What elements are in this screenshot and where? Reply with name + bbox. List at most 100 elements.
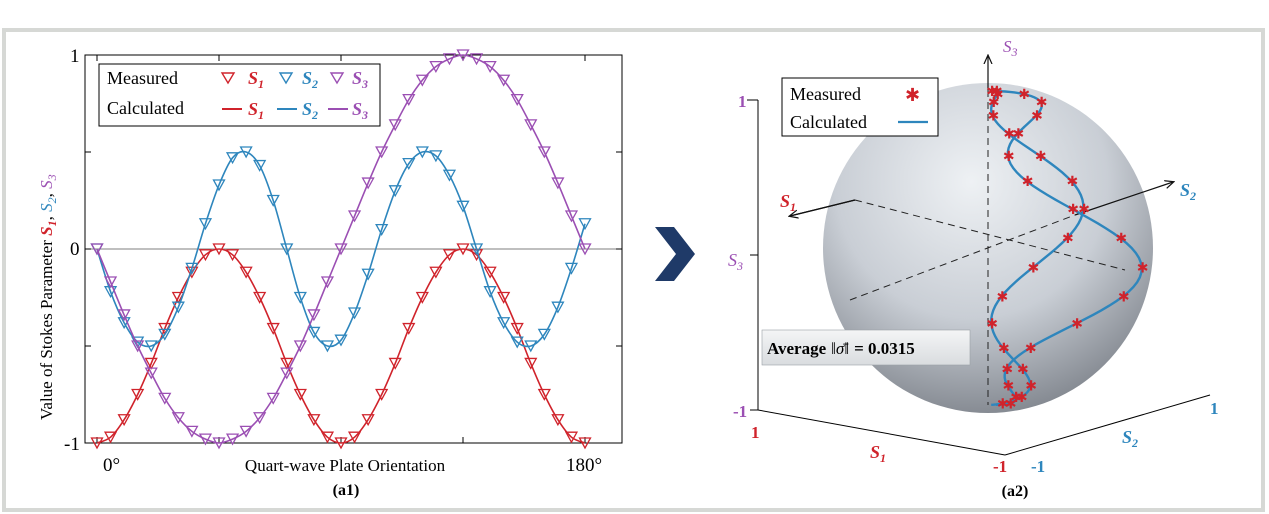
measured-star-point: ✱ [1028,261,1040,277]
data-point-s1 [320,431,335,444]
legend-a2-star-marker: ✱ [905,85,920,105]
transition-arrow-icon [655,227,695,281]
data-point-s2 [158,328,172,341]
data-point-s3 [497,74,511,87]
data-point-s2 [510,336,524,349]
data-point-s1 [510,322,524,335]
legend-calculated-label: Calculated [107,98,184,118]
data-point-s2 [551,301,565,314]
measured-star-point: ✱ [1066,174,1078,190]
measured-star-point: ✱ [1137,261,1149,277]
s1-bottom-label: S1 [870,442,886,465]
data-point-s1 [212,243,226,256]
measured-star-point: ✱ [1001,362,1013,378]
data-point-s2 [198,218,213,231]
data-point-s3 [280,367,294,380]
data-point-s1 [388,357,402,370]
series-group-a1 [90,49,592,450]
data-point-s1 [307,414,321,427]
s1-axis-dashed [854,199,1126,271]
measured-star-point: ✱ [986,317,998,333]
data-point-s1 [375,388,389,401]
data-point-s2 [253,159,267,172]
s2-axis-dashed [849,214,1076,301]
data-point-s1 [483,266,497,279]
data-point-s3 [293,340,307,353]
data-point-s3 [483,60,497,73]
data-point-s3 [334,243,348,256]
data-point-s1 [578,437,592,450]
y-tick-label-zero: 0 [70,239,80,260]
measured-star-point: ✱ [1071,317,1083,333]
data-point-s3 [564,210,579,223]
data-point-s3 [239,425,253,438]
legend-measured-s2: S2 [302,68,318,91]
s2-bottom-label: S2 [1122,427,1138,450]
legend-a2: Measured Calculated ✱ [781,77,939,137]
data-point-s2 [388,185,402,198]
average-error-box: Average ‖σ̄‖ = 0.0315 [761,329,971,366]
data-point-s1 [564,431,579,444]
data-point-s2 [429,150,443,163]
legend-calculated-s3: S3 [352,99,368,122]
data-point-s3 [524,119,538,132]
measured-star-point: ✱ [1031,109,1043,125]
s3-top-label: S3 [1003,37,1018,59]
data-point-s2 [442,169,457,182]
s1-axis-arrow [790,199,856,216]
data-point-s2 [469,243,484,256]
data-point-s3 [266,392,280,405]
data-point-s3 [320,276,335,289]
legend-measured-s1: S1 [248,68,264,91]
data-point-s3 [185,425,199,438]
data-point-s2 [334,334,348,347]
data-point-s1 [117,414,131,427]
data-point-s1 [442,249,457,262]
data-point-s2 [266,194,280,207]
measured-star-point: ✱ [1016,390,1028,406]
s2-tick-plus: 1 [1210,399,1219,418]
data-point-s1 [198,249,213,262]
data-point-s2 [280,243,294,256]
s2-axis-arrow [1074,182,1173,216]
data-point-s3 [307,309,321,322]
data-point-s3 [375,146,389,159]
legend-box-a2 [781,77,939,137]
measured-star-point: ✱ [1025,341,1037,357]
data-point-s3 [131,340,145,353]
data-point-s1 [144,357,158,370]
data-point-s2 [171,301,185,314]
measured-star-point: ✱ [1036,95,1048,111]
average-box-bg [761,329,971,366]
measured-star-point: ✱ [991,84,1003,100]
data-point-s2 [456,200,470,213]
legend-a2-calculated-label: Calculated [790,112,867,132]
legend-a1: Measured Calculated S1 S2 S3 S1 S2 S3 [98,63,381,127]
data-point-s2 [212,179,226,192]
measured-star-point: ✱ [1078,202,1090,218]
y-axis-label: Value of Stokes Parameter S1, S2, S3 [37,174,59,420]
data-point-s1 [402,322,416,335]
data-point-s2 [578,218,592,231]
data-point-s2 [320,340,335,353]
sphere-series: ✱ ✱✱✱✱✱✱✱✱✱✱✱✱✱✱✱✱✱✱✱✱✱✱✱✱✱✱✱✱✱✱✱✱✱ [986,84,1148,412]
legend-marker-s2 [278,72,294,85]
measured-star-point: ✱ [998,341,1010,357]
y-tick-label-top: 1 [70,46,80,67]
data-point-s3 [442,53,457,66]
data-point-s2 [225,152,240,165]
measured-star-point: ✱ [996,289,1008,305]
data-point-s2 [131,336,145,349]
panel-a2: ✱ ✱✱✱✱✱✱✱✱✱✱✱✱✱✱✱✱✱✱✱✱✱✱✱✱✱✱✱✱✱✱✱✱✱ S3 S1… [728,37,1219,500]
data-point-s1 [334,437,348,450]
z-tick-label-top: 1 [738,92,747,111]
series-line-s3 [96,54,586,444]
data-point-s3 [198,433,213,446]
measured-star-point: ✱ [988,95,1000,111]
data-point-s1 [497,291,511,304]
calculated-trajectory [995,90,1143,406]
x-tick-label-0: 0° [103,455,120,476]
data-point-s1 [103,431,118,444]
data-point-s3 [429,60,443,73]
data-point-s1 [239,266,253,279]
